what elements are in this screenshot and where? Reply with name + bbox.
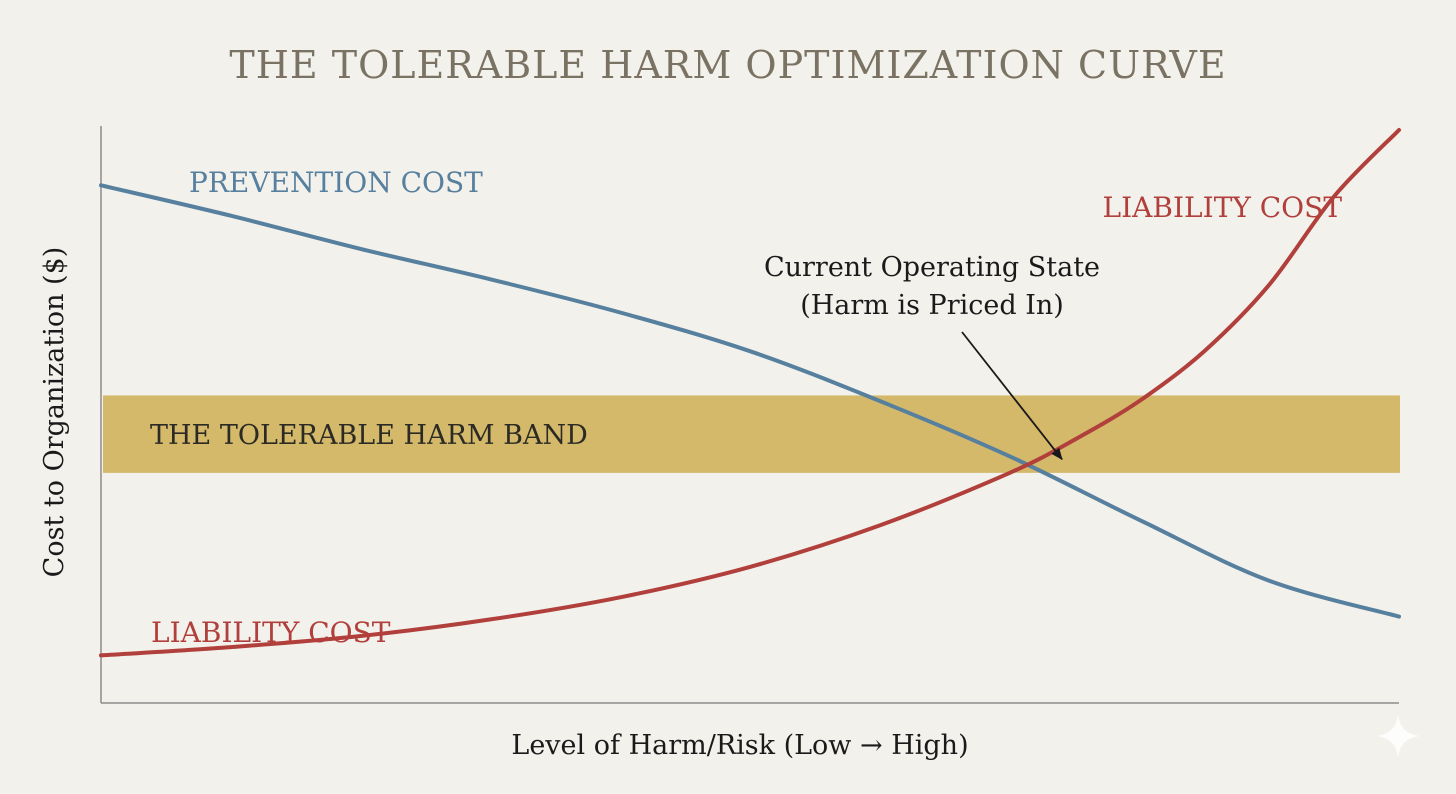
sparkle-icon — [1376, 714, 1420, 758]
chart-title: THE TOLERABLE HARM OPTIMIZATION CURVE — [229, 43, 1226, 87]
annotation-line-1: Current Operating State — [764, 252, 1100, 283]
liability-cost-line — [99, 128, 1401, 658]
y-axis-label: Cost to Organization ($) — [39, 247, 70, 578]
liability-cost-label-top: LIABILITY COST — [1103, 191, 1343, 224]
band-label: THE TOLERABLE HARM BAND — [150, 420, 588, 451]
tolerable-harm-band — [103, 395, 1400, 473]
annotation-line-2: (Harm is Priced In) — [800, 290, 1064, 321]
annotation-arrow — [961, 331, 1063, 461]
prevention-cost-line — [99, 183, 1401, 619]
prevention-cost-label: PREVENTION COST — [189, 166, 483, 199]
liability-cost-label-bottom: LIABILITY COST — [151, 616, 391, 649]
x-axis-label: Level of Harm/Risk (Low → High) — [511, 730, 968, 761]
